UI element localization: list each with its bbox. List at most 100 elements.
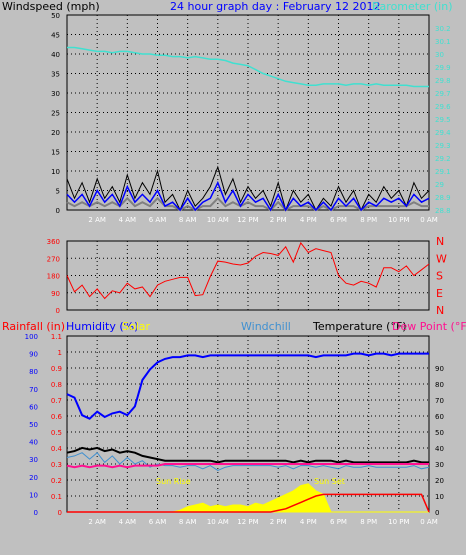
direction-y-ticks: 0 90 180 270 360	[47, 238, 60, 315]
barometer-tick-label: 29.7	[435, 90, 451, 98]
x-tick-label: 2 AM	[88, 518, 106, 526]
rainfall-tick-label: 1	[58, 349, 62, 357]
barometer-tick-label: 29.8	[435, 77, 451, 85]
wind-tick-label: 20	[51, 129, 60, 137]
humidity-axis-title: Humidity (%)	[66, 320, 138, 333]
wind-tick-label: 25	[51, 110, 60, 118]
temperature-tick-label: 40	[435, 445, 444, 453]
wind-tick-label: 5	[56, 188, 60, 196]
temperature-tick-label: 70	[435, 397, 444, 405]
rainfall-line	[67, 493, 430, 513]
rainfall-tick-label: 1.1	[51, 333, 62, 341]
temperature-tick-label: 30	[435, 461, 444, 469]
x-tick-label: 6 PM	[330, 216, 347, 224]
temperature-line	[66, 446, 429, 464]
wind-direction-line	[66, 241, 430, 300]
solar-axis-title: Solar	[122, 320, 151, 333]
compass-label: S	[436, 270, 443, 283]
rainfall-tick-label: 0.7	[51, 397, 62, 405]
x-tick-label: 10 PM	[388, 518, 409, 526]
compass-label: W	[436, 252, 447, 265]
wind-series	[66, 46, 430, 212]
wind-tick-label: 15	[51, 149, 60, 157]
wind-gust-line	[66, 165, 430, 212]
x-tick-label: 4 AM	[119, 216, 137, 224]
temperature-tick-label: 0	[435, 509, 439, 517]
wind-y-ticks: 0 5 10 15 20 25 30 35 40 45 50	[51, 12, 60, 215]
barometer-tick-label: 29.1	[435, 168, 451, 176]
rainfall-tick-label: 0.9	[51, 365, 62, 373]
temperature-tick-label: 80	[435, 381, 444, 389]
wind-tick-label: 45	[51, 32, 60, 40]
graph-title: 24 hour graph day : February 12 2012	[170, 0, 381, 13]
x-tick-label: 10 AM	[207, 518, 229, 526]
barometer-tick-label: 29.5	[435, 116, 451, 124]
barometer-tick-label: 29.4	[435, 129, 451, 137]
x-tick-label: 10 AM	[207, 216, 229, 224]
x-tick-label: 8 AM	[179, 216, 197, 224]
dewpoint-line	[66, 463, 429, 469]
x-tick-label: 4 PM	[300, 518, 317, 526]
rainfall-tick-label: 0.6	[51, 413, 63, 421]
x-tick-label: 8 PM	[360, 518, 377, 526]
humidity-tick-label: 80	[29, 368, 38, 376]
humidity-tick-label: 40	[29, 439, 38, 447]
windchill-line	[66, 451, 430, 471]
humidity-tick-label: 90	[29, 351, 38, 359]
humidity-tick-label: 10	[29, 491, 38, 499]
temperature-tick-label: 50	[435, 429, 444, 437]
barometer-tick-label: 30.2	[435, 25, 451, 33]
x-tick-label: 0 AM	[420, 518, 438, 526]
x-tick-label: 0 AM	[420, 216, 438, 224]
x-tick-label: 8 AM	[179, 518, 197, 526]
wind-avg-line	[66, 196, 429, 212]
rainfall-tick-label: 0.2	[51, 477, 62, 485]
temperature-tick-label: 20	[435, 477, 444, 485]
barometer-line	[67, 46, 429, 88]
humidity-line	[66, 352, 429, 420]
temperature-tick-label: 90	[435, 365, 444, 373]
sunrise-annotation: Sun Rise	[156, 477, 191, 486]
direction-tick-label: 360	[47, 238, 60, 246]
humidity-tick-label: 0	[34, 509, 38, 517]
humidity-tick-label: 30	[29, 456, 38, 464]
barometer-tick-label: 28.9	[435, 194, 451, 202]
humidity-y-ticks: 0 10 20 30 40 50 60 70 80 90 100	[25, 333, 38, 517]
rainfall-axis-title: Rainfall (in)	[2, 320, 65, 333]
rainfall-tick-label: 0.3	[51, 461, 62, 469]
humidity-tick-label: 50	[29, 421, 38, 429]
x-tick-label: 6 PM	[330, 518, 347, 526]
rainfall-tick-label: 0	[58, 509, 62, 517]
x-tick-label: 6 AM	[149, 518, 167, 526]
barometer-tick-label: 29	[435, 181, 444, 189]
barometer-tick-label: 28.8	[435, 207, 451, 215]
temp-series	[66, 352, 430, 513]
rainfall-tick-label: 0.1	[51, 493, 62, 501]
x-tick-label: 10 PM	[388, 216, 409, 224]
barometer-tick-label: 29.6	[435, 103, 451, 111]
barometer-tick-label: 30.1	[435, 38, 451, 46]
rainfall-tick-label: 0.4	[51, 445, 63, 453]
direction-series	[66, 241, 430, 300]
windspeed-axis-title: Windspeed (mph)	[2, 0, 100, 13]
temp-x-ticks: 2 AM 4 AM 6 AM 8 AM 10 AM 12 PM 2 PM 4 PM 6 PM 8 …	[88, 518, 437, 526]
barometer-axis-title: Barometer (in)	[372, 0, 453, 13]
wind-x-ticks: 2 AM 4 AM 6 AM 8 AM 10 AM 12 PM 2 PM 4 PM 6 PM 8 …	[88, 216, 437, 224]
temperature-y-ticks: 0 10 20 30 40 50 60 70 80 90	[435, 365, 444, 517]
direction-panel-grid	[67, 241, 429, 310]
direction-tick-label: 0	[56, 307, 60, 315]
compass-label: N	[436, 304, 444, 317]
wind-tick-label: 30	[51, 90, 60, 98]
wind-panel-grid	[67, 15, 429, 210]
wind-tick-label: 40	[51, 51, 60, 59]
direction-tick-label: 270	[47, 255, 60, 263]
x-tick-label: 2 AM	[88, 216, 106, 224]
x-tick-label: 2 PM	[270, 518, 287, 526]
wind-tick-label: 10	[51, 168, 60, 176]
rainfall-y-ticks: 0 0.1 0.2 0.3 0.4 0.5 0.6 0.7 0.8 0.9 1 1.1	[51, 333, 63, 517]
wind-speed-line	[66, 180, 430, 212]
temperature-axis-title: Temperature (°F)	[312, 320, 407, 333]
windchill-axis-title: Windchill	[241, 320, 291, 333]
